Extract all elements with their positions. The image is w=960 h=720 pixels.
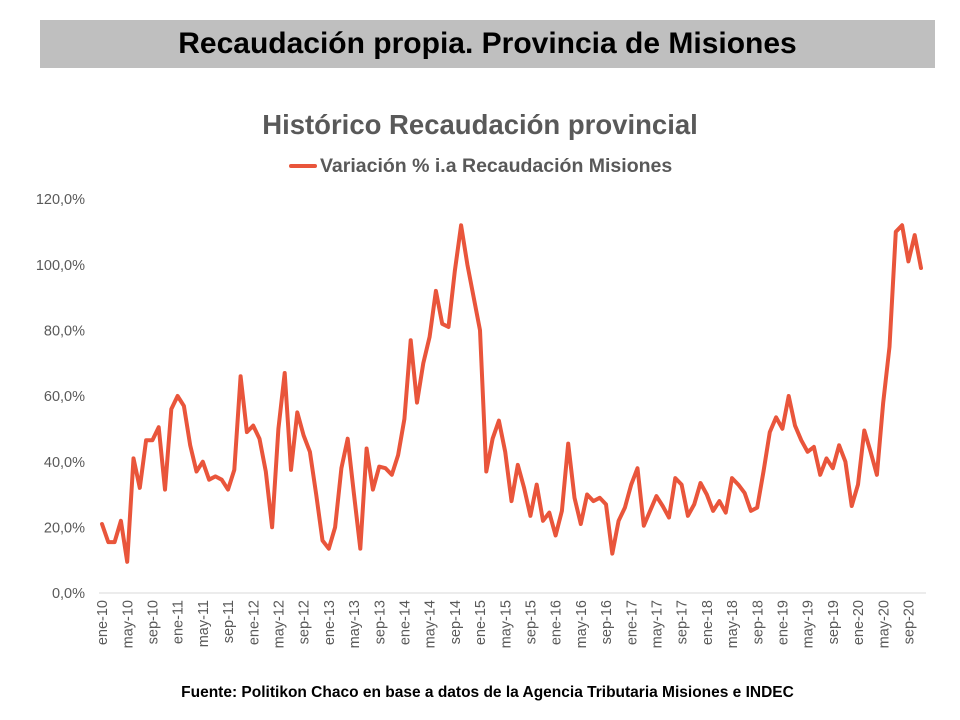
source-note: Fuente: Politikon Chaco en base a datos … (181, 684, 794, 701)
x-tick-label: sep-13 (372, 600, 388, 644)
y-axis-labels: 0,0% 20,0% 40,0% 60,0% 80,0% 100,0% 120,0% (36, 192, 85, 602)
x-tick-label: may-15 (498, 600, 514, 648)
legend-label: Variación % i.a Recaudación Misiones (320, 155, 673, 177)
series-line-variacion-recaudacion (100, 223, 923, 564)
x-tick-label: ene-18 (700, 600, 716, 645)
x-tick-label: sep-11 (221, 600, 237, 643)
x-tick-label: ene-17 (624, 600, 640, 645)
y-tick-label: 40,0% (44, 455, 85, 471)
x-tick-label: sep-19 (826, 600, 842, 644)
x-tick-label: ene-16 (549, 600, 565, 645)
x-tick-label: sep-12 (297, 600, 313, 644)
y-tick-label: 20,0% (44, 520, 85, 536)
y-tick-label: 100,0% (36, 258, 85, 274)
y-tick-label: 60,0% (44, 389, 85, 405)
x-tick-label: may-17 (649, 600, 665, 648)
x-tick-label: may-14 (423, 600, 439, 648)
x-tick-label: may-10 (120, 600, 136, 648)
page-title: Recaudación propia. Provincia de Misione… (178, 27, 797, 60)
header-band: Recaudación propia. Provincia de Misione… (40, 20, 935, 68)
chart-legend: Variación % i.a Recaudación Misiones (289, 155, 672, 177)
x-tick-label: may-18 (725, 600, 741, 648)
x-tick-label: may-11 (196, 600, 212, 647)
x-tick-label: may-20 (876, 600, 892, 648)
x-tick-label: ene-14 (397, 600, 413, 645)
y-tick-label: 80,0% (44, 323, 85, 339)
x-tick-label: ene-10 (95, 600, 111, 645)
legend-swatch (289, 164, 317, 168)
x-tick-label: may-19 (801, 600, 817, 648)
x-tick-label: ene-19 (775, 600, 791, 645)
x-tick-label: may-16 (574, 600, 590, 648)
x-tick-label: ene-11 (171, 600, 187, 644)
x-axis-labels: ene-10 may-10 sep-10 ene-11 may-11 sep-11 ene-… (95, 600, 917, 648)
x-tick-label: ene-12 (246, 600, 262, 645)
x-tick-label: ene-15 (473, 600, 489, 645)
x-tick-label: sep-14 (448, 600, 464, 644)
x-tick-label: sep-18 (750, 600, 766, 644)
y-tick-label: 120,0% (36, 192, 85, 208)
x-tick-label: may-12 (271, 600, 287, 648)
x-tick-label: sep-16 (599, 600, 615, 644)
x-tick-label: may-13 (347, 600, 363, 648)
x-tick-label: sep-15 (523, 600, 539, 644)
x-tick-label: sep-20 (901, 600, 917, 644)
x-tick-label: sep-10 (145, 600, 161, 644)
x-tick-label: ene-13 (322, 600, 338, 645)
x-tick-label: sep-17 (675, 600, 691, 644)
chart-title: Histórico Recaudación provincial (262, 109, 698, 140)
y-tick-label: 0,0% (52, 586, 85, 602)
x-tick-label: ene-20 (851, 600, 867, 645)
